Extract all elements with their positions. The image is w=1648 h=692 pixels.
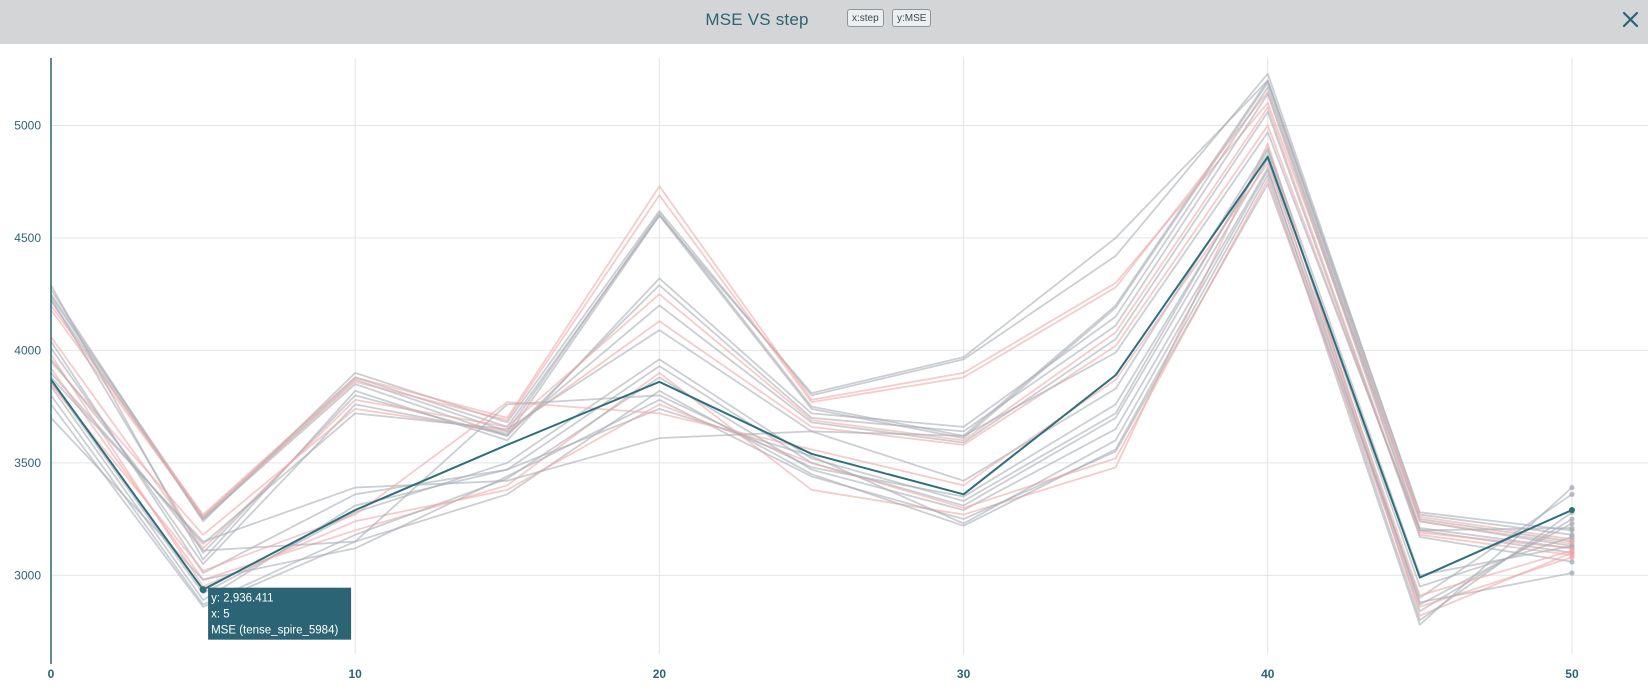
chart-title: MSE VS step (705, 10, 809, 29)
series-line (50, 169, 1573, 604)
x-tick-label: 50 (1565, 667, 1579, 681)
series-line (50, 162, 1573, 597)
series-end-point (1569, 554, 1575, 560)
tooltip-box (208, 587, 352, 640)
line-chart[interactable]: 3000 3500 4000 4500 5000 0 10 20 30 40 50 y: 2,936… (0, 44, 1648, 692)
y-tick-label: 3000 (14, 568, 41, 582)
series-end-point (1569, 559, 1575, 565)
highlight-run[interactable] (50, 155, 1575, 591)
run-lines (50, 72, 1575, 626)
chart-header: MSE VS step x:step y:MSE (0, 0, 1648, 44)
series-end-point (1569, 570, 1575, 576)
y-axis-chip[interactable]: y:MSE (892, 9, 932, 27)
y-tick-label: 5000 (14, 118, 41, 132)
highlight-series-line[interactable] (50, 155, 1573, 591)
series-line (50, 174, 1573, 626)
tooltip-series-name: MSE (tense_spire_5984) (211, 625, 338, 637)
x-tick-label: 0 (48, 667, 55, 681)
series-line (50, 178, 1573, 608)
plot-svg[interactable]: 3000 3500 4000 4500 5000 0 10 20 30 40 50 y: 2,936… (0, 44, 1648, 692)
highlight-end-point[interactable] (1568, 507, 1575, 514)
series-end-point (1569, 543, 1575, 549)
y-tick-label: 4500 (14, 231, 41, 245)
series-line (50, 147, 1573, 577)
series-end-point (1569, 516, 1575, 522)
series-line (50, 131, 1572, 545)
series-end-point (1569, 534, 1575, 540)
tooltip: y: 2,936.411 x: 5 MSE (tense_spire_5984) (199, 586, 352, 640)
series-line (50, 81, 1573, 547)
series-end-point (1569, 547, 1575, 554)
tooltip-point (199, 586, 207, 594)
series-line (50, 93, 1573, 554)
x-tick-label: 20 (653, 667, 667, 681)
series-line (50, 124, 1573, 550)
close-icon[interactable] (1620, 9, 1642, 31)
series-end-point (1569, 520, 1575, 527)
series-end-point (1569, 491, 1575, 497)
x-tick-label: 30 (957, 667, 971, 681)
series-line (50, 106, 1573, 556)
series-end-point (1569, 484, 1575, 491)
series-line (50, 111, 1573, 565)
axes: 3000 3500 4000 4500 5000 0 10 20 30 40 50 (14, 58, 1579, 681)
tooltip-x-value: x: 5 (211, 609, 230, 621)
y-tick-label: 3500 (14, 456, 41, 470)
x-tick-label: 10 (349, 667, 363, 681)
series-line (50, 153, 1573, 588)
y-tick-label: 4000 (14, 343, 41, 357)
x-axis-chip[interactable]: x:step (847, 9, 884, 27)
x-tick-label: 40 (1261, 667, 1275, 681)
series-end-point (1569, 525, 1575, 531)
tooltip-y-value: y: 2,936.411 (211, 593, 273, 605)
